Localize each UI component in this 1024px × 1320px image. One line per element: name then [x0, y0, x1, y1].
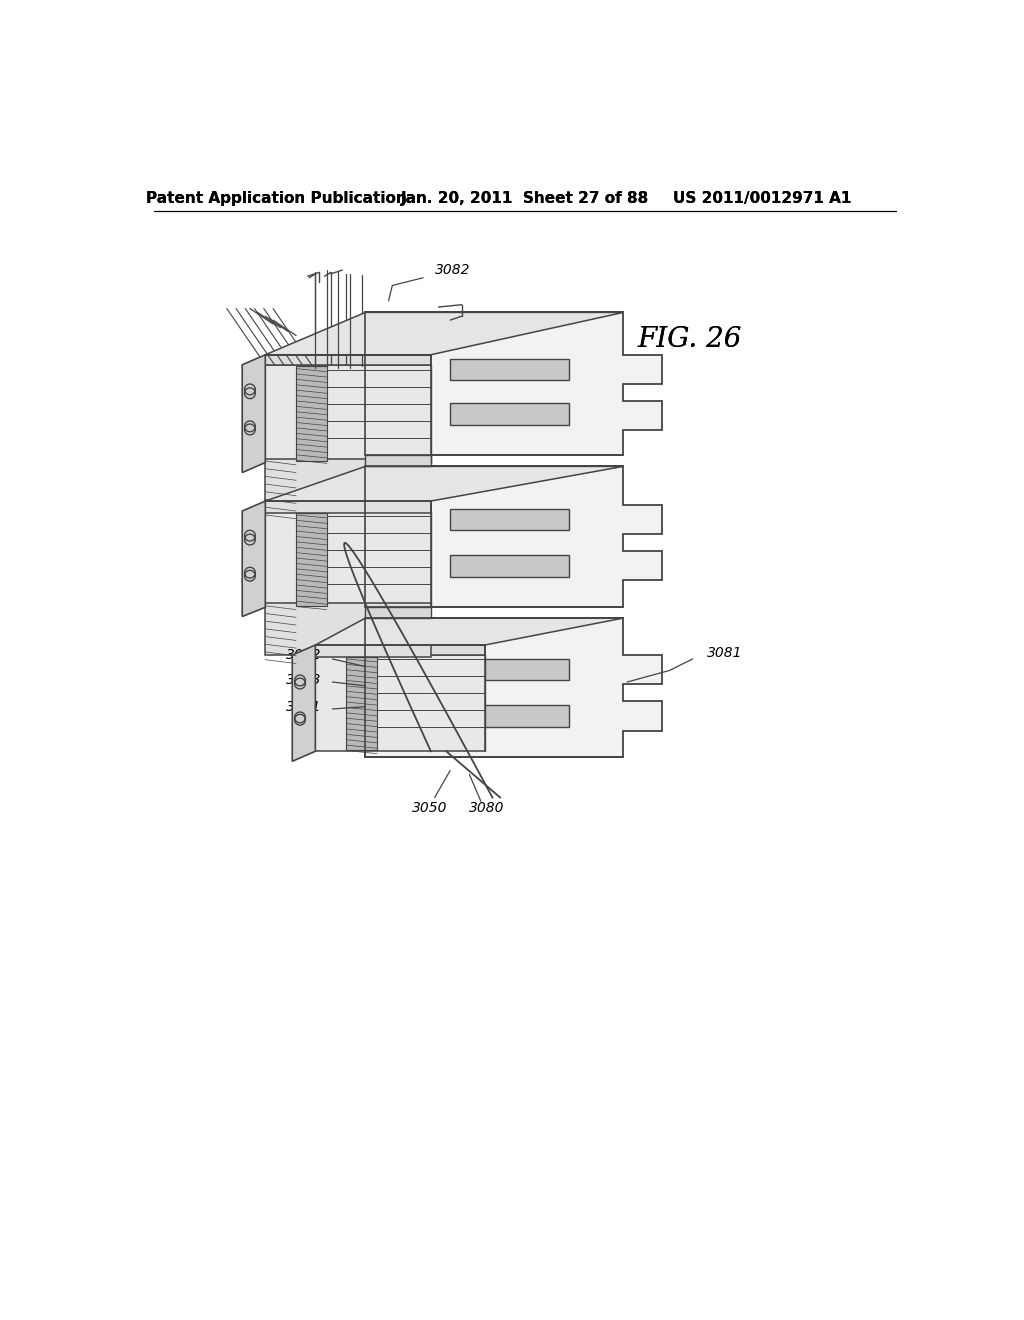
Text: US 2011/0012971 A1: US 2011/0012971 A1 [673, 191, 851, 206]
Polygon shape [366, 618, 662, 758]
Polygon shape [366, 313, 662, 455]
Text: Patent Application Publication: Patent Application Publication [146, 191, 408, 206]
Polygon shape [265, 502, 431, 511]
Polygon shape [315, 655, 484, 751]
Polygon shape [296, 367, 327, 461]
Text: 3082: 3082 [435, 263, 470, 277]
Polygon shape [346, 656, 377, 750]
Text: Patent Application Publication: Patent Application Publication [146, 191, 408, 206]
Polygon shape [451, 705, 569, 726]
Polygon shape [366, 607, 431, 618]
Polygon shape [265, 511, 431, 607]
Polygon shape [315, 645, 484, 655]
Polygon shape [265, 364, 431, 462]
Polygon shape [451, 359, 569, 380]
Polygon shape [296, 512, 327, 606]
Polygon shape [292, 645, 315, 762]
Polygon shape [265, 459, 431, 512]
Text: 3050: 3050 [412, 800, 447, 814]
Text: 3081: 3081 [707, 645, 742, 660]
Polygon shape [451, 404, 569, 425]
Text: 3053: 3053 [286, 673, 322, 686]
Polygon shape [265, 603, 431, 657]
Polygon shape [451, 508, 569, 531]
Polygon shape [265, 313, 624, 355]
Polygon shape [243, 502, 265, 616]
Text: Jan. 20, 2011  Sheet 27 of 88: Jan. 20, 2011 Sheet 27 of 88 [400, 191, 649, 206]
Polygon shape [265, 355, 431, 364]
Text: Jan. 20, 2011  Sheet 27 of 88: Jan. 20, 2011 Sheet 27 of 88 [400, 191, 649, 206]
Polygon shape [451, 659, 569, 681]
Polygon shape [265, 466, 624, 502]
Text: 3080: 3080 [469, 800, 504, 814]
Polygon shape [315, 618, 624, 645]
Polygon shape [366, 466, 662, 607]
Text: 3052: 3052 [286, 648, 322, 663]
Text: US 2011/0012971 A1: US 2011/0012971 A1 [673, 191, 851, 206]
Text: 3051: 3051 [286, 700, 322, 714]
Polygon shape [451, 554, 569, 577]
Text: FIG. 26: FIG. 26 [637, 326, 741, 352]
Polygon shape [366, 455, 431, 466]
Polygon shape [243, 355, 265, 473]
Text: FIG. 26: FIG. 26 [637, 326, 741, 352]
